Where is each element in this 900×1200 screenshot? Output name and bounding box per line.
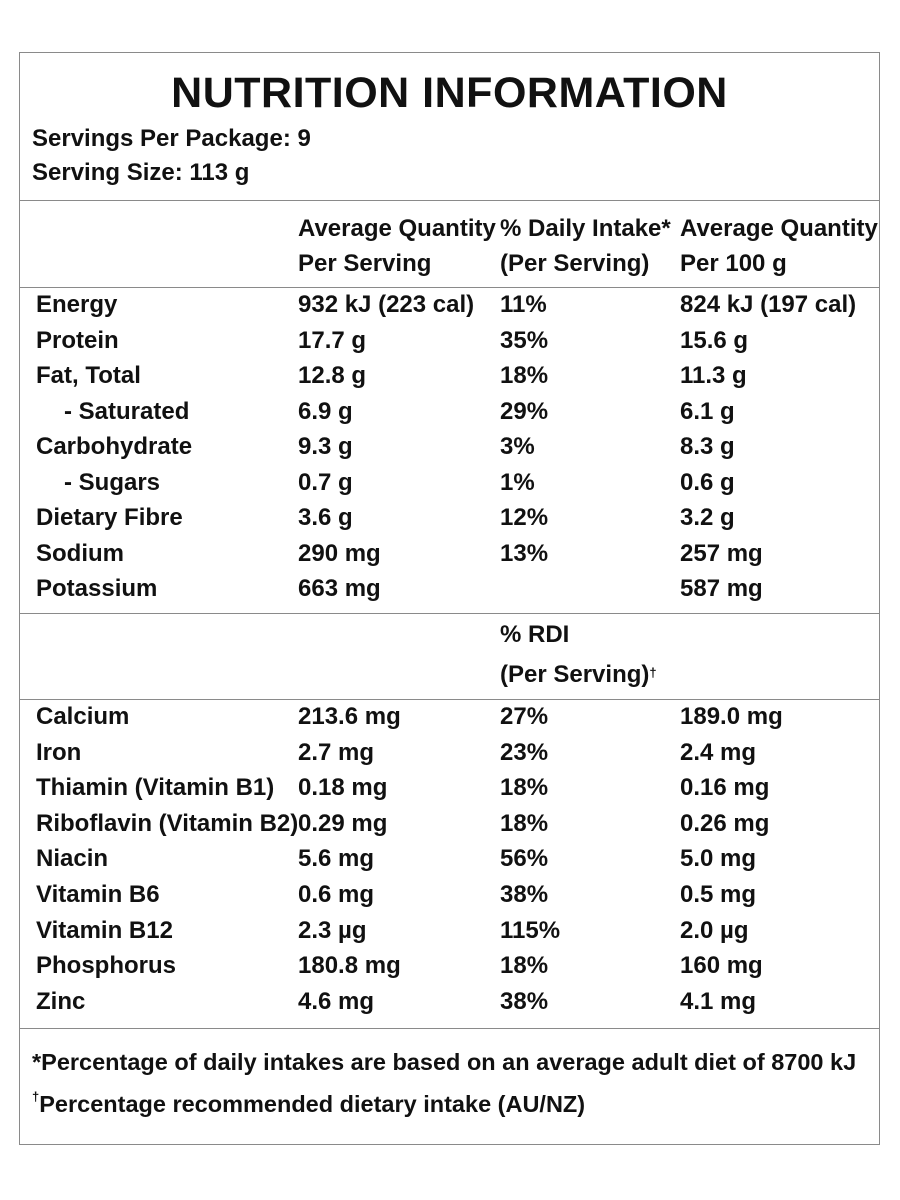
row-value: 2.7 mg <box>298 738 375 766</box>
row-label: Phosphorus <box>36 952 177 980</box>
row-value: 2.0 µg <box>680 916 749 944</box>
row-value: 15.6 g <box>680 326 749 354</box>
row-value: 4.6 mg <box>298 987 375 1015</box>
row-value: 56% <box>500 845 549 873</box>
row-value: 38% <box>500 881 549 908</box>
row-label: Zinc <box>36 987 86 1015</box>
row-value: 0.29 mg <box>298 809 388 837</box>
divider <box>20 613 879 614</box>
row-value: 115% <box>500 916 561 944</box>
row-value: 0.26 mg <box>680 809 770 837</box>
servings-per-package: Servings Per Package: 9 <box>32 125 311 152</box>
row-value: 29% <box>500 397 549 425</box>
row-value: 18% <box>500 952 549 980</box>
divider <box>20 200 879 201</box>
row-value: 3% <box>500 433 535 460</box>
header-daily-intake: % Daily Intake* (Per Serving) <box>500 211 671 281</box>
row-label: Vitamin B12 <box>36 916 173 944</box>
header-text: % Daily Intake* <box>500 215 671 242</box>
header-text: Per 100 g <box>680 250 787 277</box>
row-value: 189.0 mg <box>680 703 783 730</box>
footnote-rdi: †Percentage recommended dietary intake (… <box>32 1089 586 1118</box>
row-value: 0.6 g <box>680 468 735 496</box>
row-value: 180.8 mg <box>298 952 401 980</box>
row-label: Fat, Total <box>36 362 141 389</box>
row-value: 257 mg <box>680 539 763 567</box>
row-value: 213.6 mg <box>298 703 401 730</box>
row-value: 0.16 mg <box>680 774 770 802</box>
row-label: Potassium <box>36 575 158 602</box>
row-value: 18% <box>500 809 549 837</box>
row-label: Carbohydrate <box>36 433 193 460</box>
row-value: 17.7 g <box>298 326 367 354</box>
dagger-mark: † <box>649 665 657 680</box>
row-label: Energy <box>36 291 118 318</box>
row-value: 3.6 g <box>298 504 353 531</box>
nutrition-panel: NUTRITION INFORMATION Servings Per Packa… <box>19 52 880 1145</box>
row-value: 23% <box>500 738 549 766</box>
row-value: 8.3 g <box>680 433 735 460</box>
divider <box>20 699 879 700</box>
header-text: (Per Serving) <box>500 661 650 688</box>
row-value: 18% <box>500 362 549 389</box>
divider <box>20 1028 879 1029</box>
header-rdi: % RDI (Per Serving)† <box>500 615 657 695</box>
header-text: % RDI <box>500 621 570 648</box>
row-label: Thiamin (Vitamin B1) <box>36 774 275 802</box>
row-value: 11% <box>500 291 547 318</box>
panel-title: NUTRITION INFORMATION <box>171 69 728 117</box>
row-value: 27% <box>500 703 549 730</box>
row-label: Sodium <box>36 539 124 567</box>
row-label: Dietary Fibre <box>36 504 183 531</box>
header-text: Per Serving <box>298 250 432 277</box>
row-value: 5.0 mg <box>680 845 757 873</box>
row-label: Protein <box>36 326 119 354</box>
row-value: 6.1 g <box>680 397 735 425</box>
header-text: Average Quantity <box>680 215 878 242</box>
row-value: 3.2 g <box>680 504 735 531</box>
row-value: 6.9 g <box>298 397 353 425</box>
row-label: Vitamin B6 <box>36 881 160 908</box>
row-value: 35% <box>500 326 549 354</box>
row-label: Iron <box>36 738 82 766</box>
row-value: 2.3 µg <box>298 916 367 944</box>
row-value: 160 mg <box>680 952 763 980</box>
serving-size: Serving Size: 113 g <box>32 159 250 186</box>
footnote-daily-intake: *Percentage of daily intakes are based o… <box>32 1049 857 1075</box>
row-value: 12% <box>500 504 549 531</box>
row-label: - Saturated <box>64 397 190 425</box>
header-avg-per-100g: Average Quantity Per 100 g <box>680 211 878 281</box>
row-label: - Sugars <box>64 468 161 496</box>
row-value: 0.5 mg <box>680 881 757 908</box>
row-value: 11.3 g <box>680 362 747 389</box>
row-value: 13% <box>500 539 549 567</box>
header-text: Average Quantity <box>298 215 496 242</box>
footnote-rdi-text: Percentage recommended dietary intake (A… <box>39 1091 586 1117</box>
header-avg-per-serving: Average Quantity Per Serving <box>298 211 496 281</box>
row-value: 0.6 mg <box>298 881 375 908</box>
row-label: Calcium <box>36 703 130 730</box>
row-value: 2.4 mg <box>680 738 757 766</box>
row-label: Niacin <box>36 845 109 873</box>
row-value: 9.3 g <box>298 433 353 460</box>
row-label: Riboflavin (Vitamin B2) <box>36 809 299 837</box>
row-value: 12.8 g <box>298 362 367 389</box>
row-value: 38% <box>500 987 549 1015</box>
dagger-mark: † <box>32 1089 40 1104</box>
divider <box>20 287 879 288</box>
row-value: 663 mg <box>298 575 381 602</box>
row-value: 587 mg <box>680 575 763 602</box>
row-value: 824 kJ (197 cal) <box>680 291 857 318</box>
row-value: 0.7 g <box>298 468 353 496</box>
row-value: 18% <box>500 774 549 802</box>
row-value: 0.18 mg <box>298 774 388 802</box>
row-value: 932 kJ (223 cal) <box>298 291 475 318</box>
row-value: 1% <box>500 468 535 496</box>
row-value: 4.1 mg <box>680 987 757 1015</box>
header-text: (Per Serving) <box>500 250 650 277</box>
row-value: 290 mg <box>298 539 381 567</box>
row-value: 5.6 mg <box>298 845 375 873</box>
